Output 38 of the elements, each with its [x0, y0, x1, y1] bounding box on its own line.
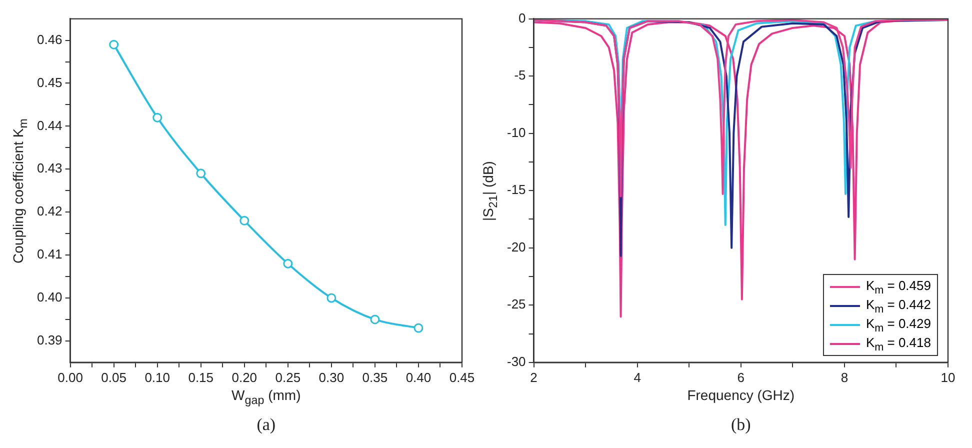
x-tick-label: 0.05 [101, 370, 126, 385]
y-tick-label: -15 [506, 182, 526, 198]
y-tick-label: 0.42 [36, 204, 62, 219]
legend-label: K$_{m}$ = 0.442 [866, 296, 931, 316]
x-tick-label: 0.30 [318, 370, 344, 385]
x-tick-label: 4 [634, 370, 641, 385]
y-tick-label: 0.41 [36, 246, 62, 262]
y-tick-label: 0.40 [36, 290, 62, 305]
text: (b) [730, 415, 751, 435]
y-tick-label: 0.46 [36, 32, 62, 47]
legend-label: K$_{m}$ = 0.429 [866, 316, 931, 334]
x-tick-label: 0.25 [275, 370, 301, 385]
y-tick-label: -20 [506, 239, 526, 254]
legend-label: K$_{m}$ = 0.459 [866, 278, 931, 296]
x-tick-label: 10 [940, 370, 956, 385]
y-tick-label: 0.45 [36, 74, 62, 90]
x-tick-label: 0.00 [58, 370, 83, 385]
x-tick-label: 0.15 [188, 370, 214, 385]
x-tick-label: 0.20 [232, 370, 258, 385]
y-tick-label: -25 [506, 296, 526, 312]
y-tick-label: 0.44 [36, 118, 62, 133]
x-tick-label: 8 [840, 370, 848, 385]
x-axis-title: W$_{gap}$ (mm) [232, 387, 301, 407]
y-tick-label: -5 [514, 68, 526, 83]
x-tick-label: 6 [737, 370, 745, 385]
y-tick-label: -10 [506, 124, 526, 140]
x-tick-label: 0.10 [144, 370, 170, 385]
x-tick-label: 0.35 [362, 370, 388, 385]
x-axis-title: Frequency (GHz) [687, 387, 795, 403]
x-tick-label: 2 [530, 370, 538, 385]
y-tick-label: 0 [518, 10, 526, 26]
x-tick-label: 0.40 [406, 370, 432, 385]
x-tick-label: 0.45 [449, 370, 475, 385]
legend-label: K$_{m}$ = 0.418 [866, 334, 931, 354]
y-tick-label: -30 [506, 354, 526, 369]
y-tick-label: 0.43 [36, 160, 62, 176]
text: (a) [256, 415, 276, 435]
y-tick-label: 0.39 [36, 332, 62, 348]
